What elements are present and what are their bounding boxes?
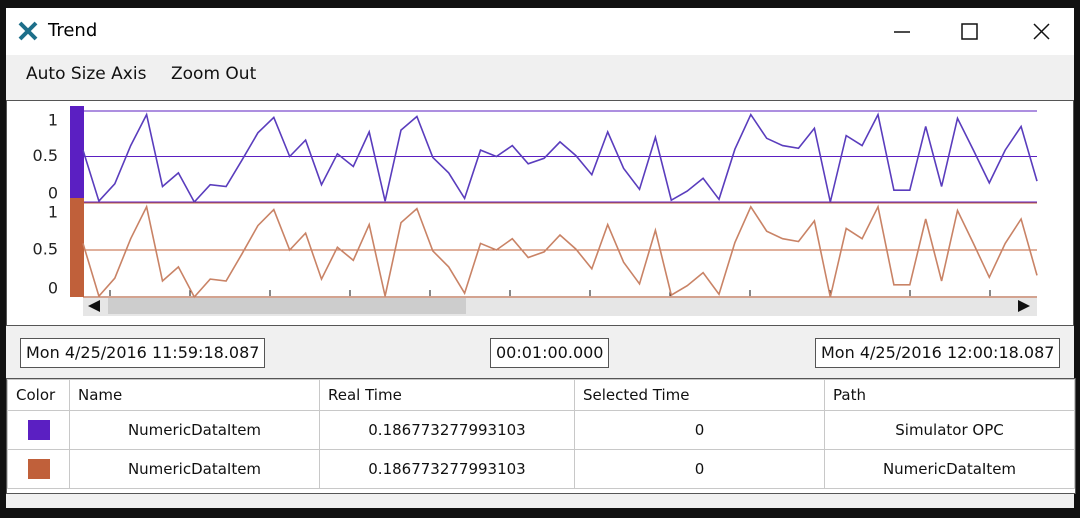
- y-tick-label: 1: [48, 111, 58, 130]
- table-cell: NumericDataItem: [69, 410, 320, 450]
- table-cell: NumericDataItem: [69, 449, 320, 489]
- end-time: Mon 4/25/2016 12:00:18.087: [815, 338, 1061, 368]
- y-tick-label: 0.5: [33, 240, 58, 259]
- trend-line: [82, 204, 1038, 299]
- y-tick-label: 0: [48, 184, 58, 203]
- column-header: Real Time: [319, 379, 575, 411]
- table-row: NumericDataItem 0.186773277993103 0 Simulat…: [7, 410, 1075, 450]
- app-icon: [18, 21, 38, 41]
- column-header: Name: [69, 379, 320, 411]
- start-time: Mon 4/25/2016 11:59:18.087: [20, 338, 266, 368]
- column-header: Selected Time: [574, 379, 825, 411]
- window-title: Trend: [48, 20, 98, 41]
- table-cell: NumericDataItem: [824, 449, 1075, 489]
- table-cell: Simulator OPC: [824, 410, 1075, 450]
- data-table: Color Name Real Time Selected Time Path Numer…: [7, 379, 1075, 489]
- table-row: NumericDataItem 0.186773277993103 0 Numeric…: [7, 449, 1075, 489]
- scroll-right[interactable]: [1018, 300, 1030, 312]
- color-swatch: [27, 459, 50, 479]
- title-bar: Trend: [6, 8, 1074, 55]
- color-swatch: [27, 420, 50, 440]
- pane-color-bar: [70, 198, 84, 297]
- header-row: Color Name Real Time Selected Time Path: [7, 379, 1075, 411]
- table-cell: 0.186773277993103: [319, 410, 575, 450]
- table-cell: 0: [574, 410, 825, 450]
- y-tick-label: 0.5: [33, 146, 58, 165]
- column-header: Color: [7, 379, 70, 411]
- y-tick-label: 1: [48, 203, 58, 222]
- y-tick-label: 0: [48, 279, 58, 298]
- menu-bar: Auto Size Axis Zoom Out: [6, 55, 1074, 100]
- menu-item[interactable]: Auto Size Axis: [26, 64, 147, 84]
- color-cell: [7, 410, 70, 450]
- time-span: 00:01:00.000: [490, 338, 610, 368]
- column-header: Path: [824, 379, 1075, 411]
- table-panel: Color Name Real Time Selected Time Path Numer…: [6, 378, 1076, 494]
- color-cell: [7, 449, 70, 489]
- trend-line: [82, 112, 1038, 204]
- table-cell: 0.186773277993103: [319, 449, 575, 489]
- pane-color-bar: [70, 106, 84, 202]
- window-controls[interactable]: [886, 18, 1066, 46]
- chart-frame: [6, 100, 1074, 326]
- table-cell: 0: [574, 449, 825, 489]
- scroll-thumb[interactable]: [108, 298, 466, 314]
- menu-item[interactable]: Zoom Out: [171, 64, 257, 84]
- scroll-left[interactable]: [88, 300, 100, 312]
